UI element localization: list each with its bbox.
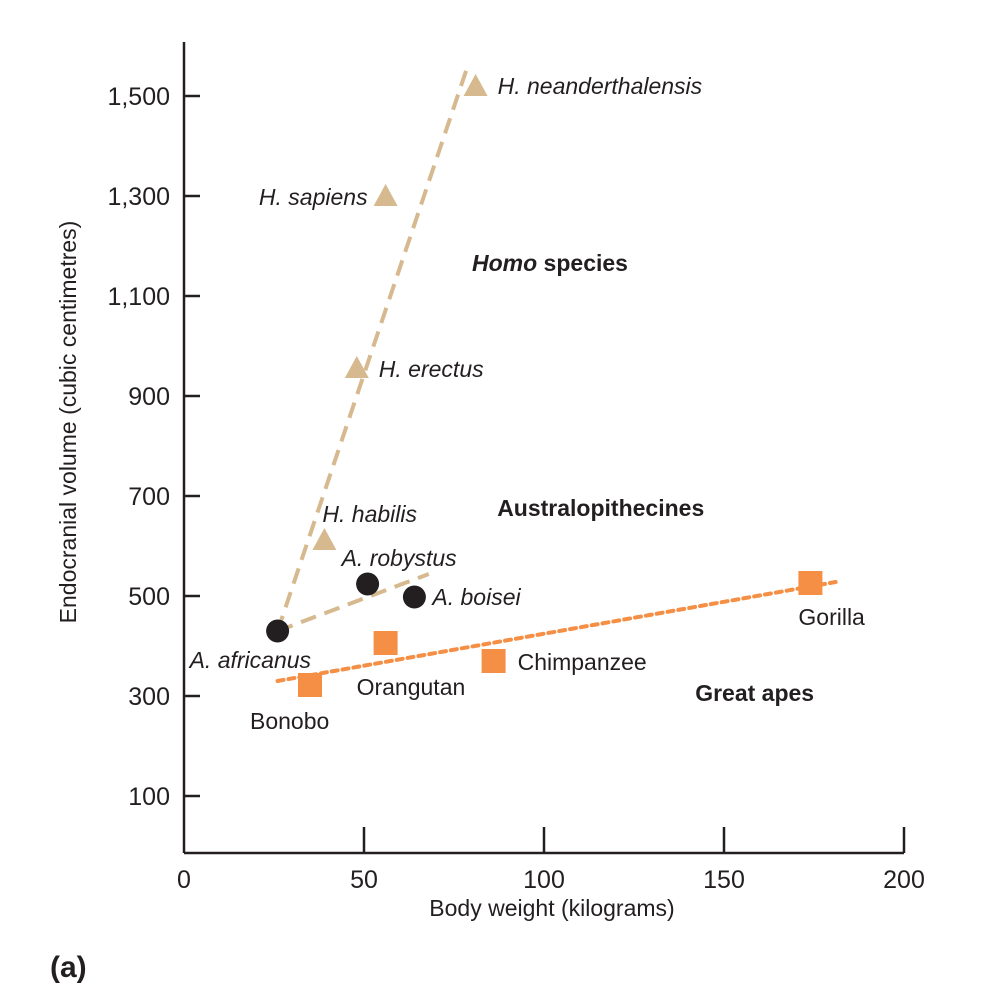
y-tick-label: 100 bbox=[128, 783, 170, 811]
point-label: A. robystus bbox=[340, 545, 458, 571]
data-point-h-neanderthalensis bbox=[463, 74, 488, 96]
y-tick-label: 1,100 bbox=[107, 283, 170, 311]
data-point-h-sapiens bbox=[373, 184, 398, 206]
point-label: H. habilis bbox=[322, 501, 417, 527]
y-tick-label: 1,300 bbox=[107, 183, 170, 211]
x-tick-label: 150 bbox=[703, 866, 745, 894]
data-point-h-habilis bbox=[312, 528, 337, 550]
group-annotation-italic: Homo bbox=[472, 250, 537, 276]
trend-line-great-apes bbox=[275, 580, 838, 683]
data-points bbox=[266, 74, 823, 697]
data-point-gorilla bbox=[798, 571, 823, 595]
point-label: Bonobo bbox=[250, 708, 329, 734]
point-label: A. boisei bbox=[430, 584, 521, 610]
y-axis-title: Endocranial volume (cubic centimetres) bbox=[55, 221, 81, 624]
y-ticks: 100 300 500 700 900 1,100 1,300 1,500 bbox=[107, 83, 200, 811]
data-point-orangutan bbox=[373, 631, 398, 655]
data-point-a-africanus bbox=[266, 619, 290, 643]
data-point-a-robystus bbox=[356, 572, 380, 596]
point-label: Gorilla bbox=[798, 604, 865, 630]
point-label: H. erectus bbox=[379, 356, 484, 382]
y-tick-label: 900 bbox=[128, 383, 170, 411]
point-label: Orangutan bbox=[357, 674, 466, 700]
trend-lines bbox=[275, 63, 838, 683]
group-annotations: Homo species Australopithecines Great apes bbox=[472, 250, 814, 706]
group-annotation-text: Australopithecines bbox=[497, 495, 704, 521]
group-annotation-text: Great apes bbox=[695, 680, 814, 706]
y-tick-label: 500 bbox=[128, 583, 170, 611]
data-point-bonobo bbox=[298, 673, 322, 697]
x-ticks: 0 50 100 150 200 bbox=[177, 827, 925, 894]
point-label: Chimpanzee bbox=[518, 649, 647, 675]
x-tick-label: 200 bbox=[883, 866, 925, 894]
group-annotation: Homo species bbox=[472, 250, 628, 276]
data-point-a-boisei bbox=[402, 585, 426, 609]
y-tick-label: 700 bbox=[128, 483, 170, 511]
point-label: A. africanus bbox=[188, 647, 312, 673]
y-tick-label: 1,500 bbox=[107, 83, 170, 111]
x-axis-title: Body weight (kilograms) bbox=[429, 895, 674, 921]
group-annotation: Great apes bbox=[695, 680, 814, 706]
x-tick-label: 100 bbox=[523, 866, 565, 894]
point-labels: H. habilis H. erectus H. sapiens H. neander… bbox=[188, 73, 865, 734]
axes: 100 300 500 700 900 1,100 1,300 1,500 0 50 100 150… bbox=[107, 42, 925, 894]
group-annotation: Australopithecines bbox=[497, 495, 704, 521]
x-tick-label: 50 bbox=[350, 866, 378, 894]
x-tick-label: 0 bbox=[177, 866, 191, 894]
group-annotation-text: species bbox=[537, 250, 628, 276]
point-label: H. neanderthalensis bbox=[498, 73, 703, 99]
panel-label: (a) bbox=[50, 951, 87, 984]
trend-line-australopithecines bbox=[276, 572, 430, 633]
data-point-h-erectus bbox=[344, 356, 369, 378]
point-label: H. sapiens bbox=[259, 184, 368, 210]
y-tick-label: 300 bbox=[128, 683, 170, 711]
data-point-chimpanzee bbox=[481, 649, 506, 673]
